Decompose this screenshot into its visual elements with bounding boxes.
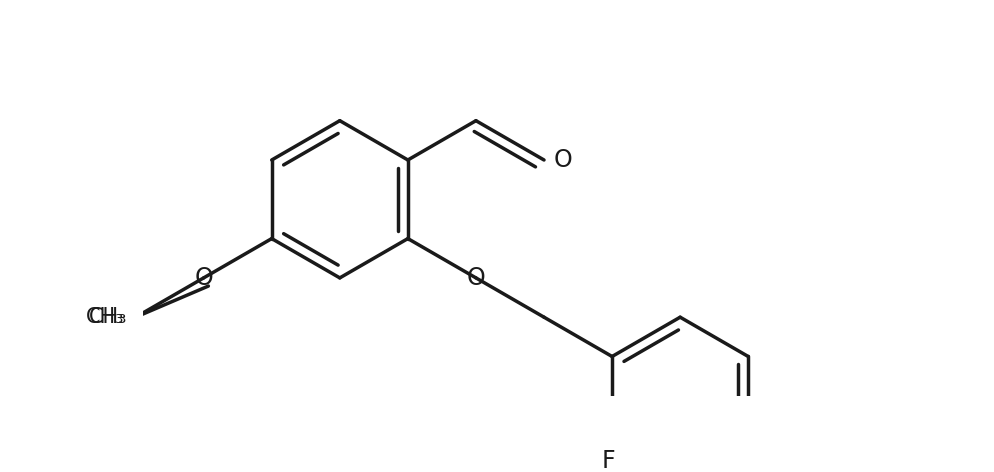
Text: CH₃: CH₃ [85, 307, 124, 327]
Text: O: O [554, 148, 573, 172]
Text: O: O [194, 266, 213, 290]
Text: F: F [601, 449, 615, 472]
Text: O: O [466, 266, 485, 290]
Text: CH₃: CH₃ [89, 307, 127, 327]
